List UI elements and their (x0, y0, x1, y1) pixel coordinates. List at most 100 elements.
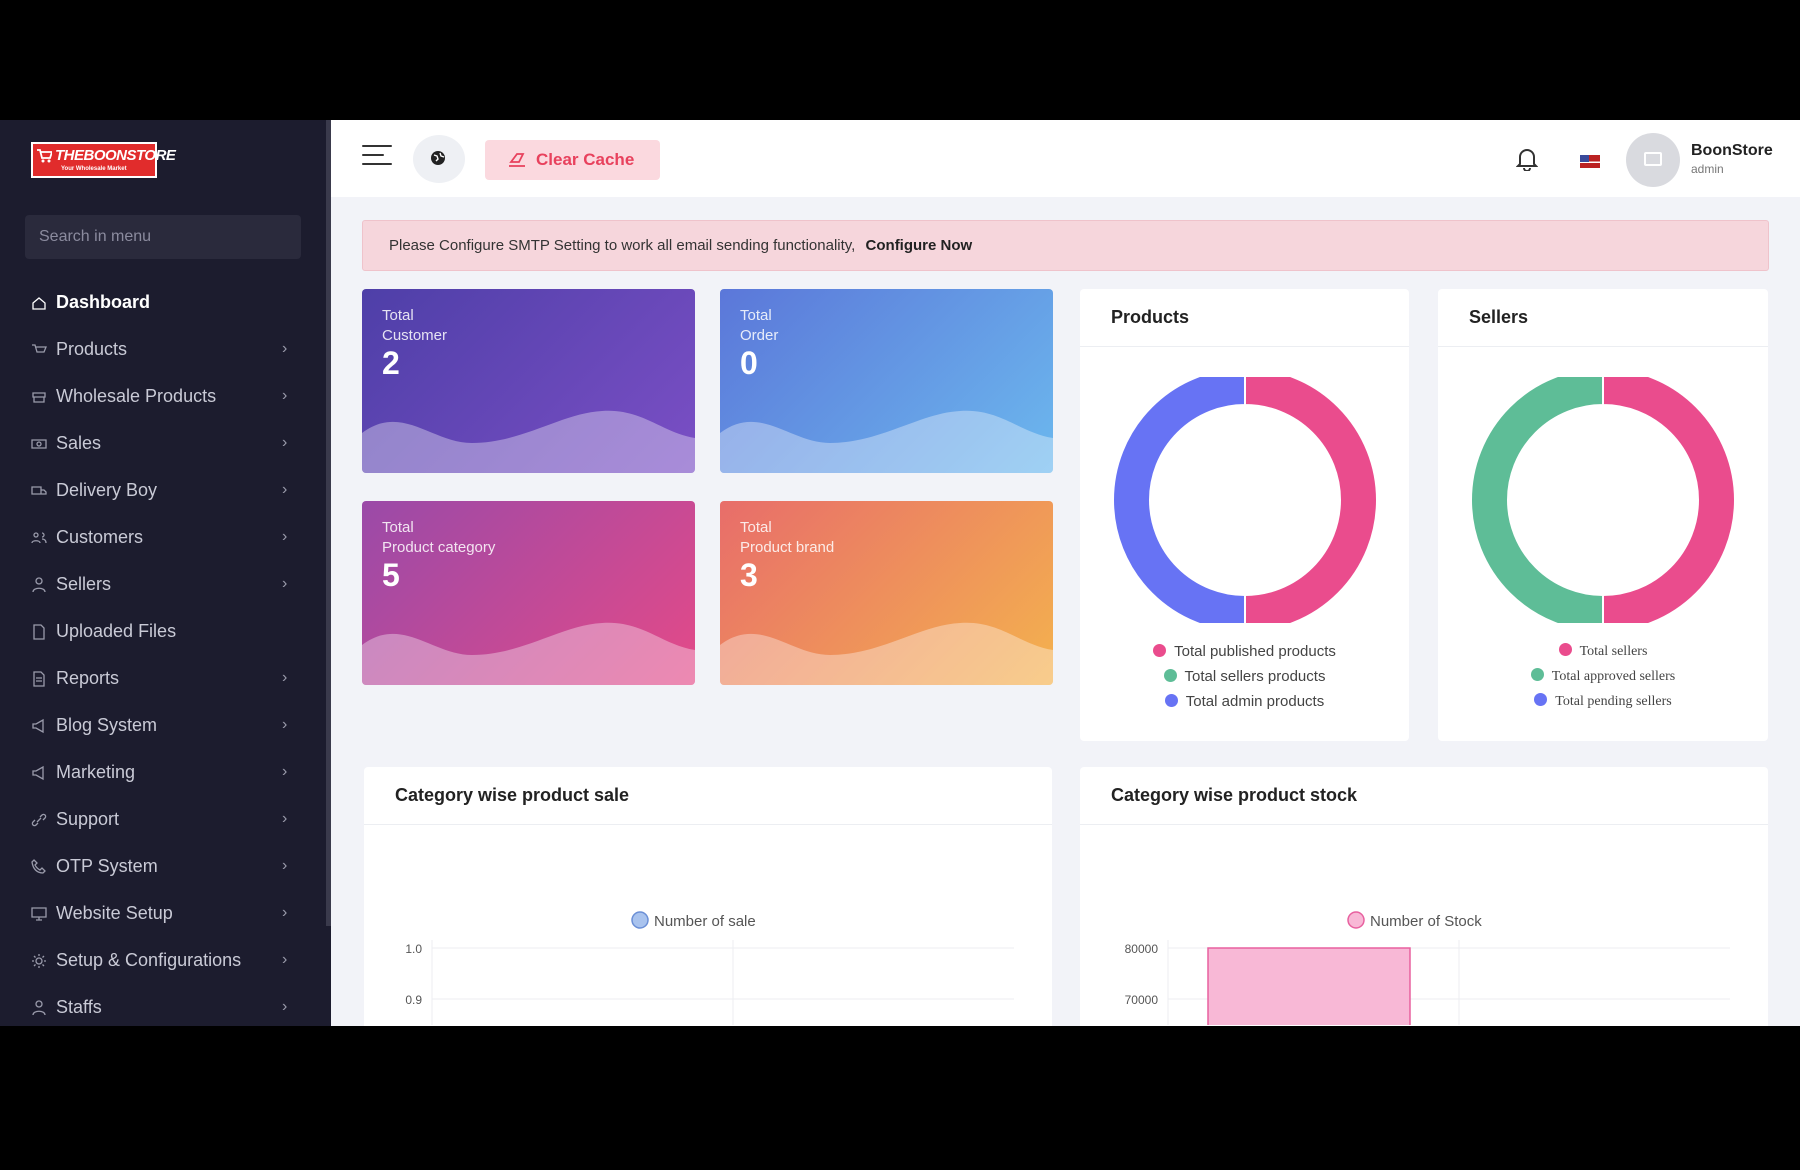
legend-label: Total admin products (1185, 693, 1325, 710)
clear-cache-label: Clear Cache (536, 150, 635, 169)
chevron-right-icon: › (282, 669, 288, 686)
pie-slice[interactable] (1112, 377, 1246, 623)
sidebar-item-website-setup[interactable]: Website Setup › (0, 891, 326, 938)
sellers-pie-legend: Total sellers Total approved sellers Total… (1438, 639, 1768, 714)
stat-label: Product category (382, 539, 496, 556)
sidebar-item-sellers[interactable]: Sellers › (0, 562, 326, 609)
brand-logo[interactable]: THEBOONSTORE Your Wholesale Market (31, 142, 176, 178)
wholesale-icon (32, 392, 46, 403)
sidebar-item-label: Marketing (56, 762, 136, 782)
category-sale-card: Category wise product sale Number of sal… (364, 767, 1052, 1026)
avatar[interactable] (1626, 133, 1680, 187)
legend-dot (1347, 911, 1365, 929)
stat-label: Customer (382, 327, 448, 344)
legend-label: Total pending sellers (1555, 694, 1672, 709)
legend-item[interactable]: Total published products (1080, 639, 1409, 664)
sidebar-item-customers[interactable]: Customers › (0, 515, 326, 562)
link-icon (31, 813, 47, 827)
sidebar-item-reports[interactable]: Reports › (0, 656, 326, 703)
sidebar-item-staffs[interactable]: Staffs › (0, 985, 326, 1026)
sidebar-item-marketing[interactable]: Marketing › (0, 750, 326, 797)
truck-icon (31, 486, 47, 495)
y-tick-label: 1.0 (405, 942, 422, 956)
legend-label: Total published products (1174, 643, 1336, 660)
sidebar-item-label: Blog System (56, 715, 158, 735)
chevron-right-icon: › (282, 481, 288, 498)
phone-icon (31, 859, 46, 874)
sidebar-item-support[interactable]: Support › (0, 797, 326, 844)
sidebar-item-delivery-boy[interactable]: Delivery Boy › (0, 468, 326, 515)
legend-label: Total sellers (1579, 644, 1648, 659)
stat-label: Product brand (740, 539, 835, 556)
sidebar-item-setup-configurations[interactable]: Setup & Configurations › (0, 938, 326, 985)
sidebar-item-label: Uploaded Files (56, 621, 177, 641)
category-stock-card: Category wise product stock Number of St… (1080, 767, 1768, 1026)
sidebar-item-label: Website Setup (56, 903, 173, 923)
card-title: Products (1080, 289, 1409, 347)
menu-search-input[interactable]: Search in menu (25, 215, 301, 259)
sidebar-item-wholesale-products[interactable]: Wholesale Products › (0, 374, 326, 421)
sidebar-item-blog-system[interactable]: Blog System › (0, 703, 326, 750)
sidebar-item-label: Wholesale Products (56, 386, 217, 406)
chevron-right-icon: › (282, 857, 288, 874)
legend-item[interactable]: Total sellers products (1080, 664, 1409, 689)
chevron-right-icon: › (282, 904, 288, 921)
products-pie-chart (1112, 377, 1378, 623)
chevron-right-icon: › (282, 998, 288, 1015)
sidebar-item-label: Products (56, 339, 128, 359)
us-flag-icon[interactable] (1580, 155, 1600, 168)
users-icon (31, 532, 47, 544)
legend-item[interactable]: Total approved sellers (1438, 664, 1768, 689)
admin-app: THEBOONSTORE Your Wholesale Market Searc… (0, 120, 1800, 1026)
sidebar-item-label: Support (56, 809, 120, 829)
chevron-right-icon: › (282, 387, 288, 404)
sidebar-item-label: Sales (56, 433, 102, 453)
clear-cache-button[interactable]: Clear Cache (485, 140, 660, 180)
y-tick-label: 0.9 (405, 993, 422, 1007)
image-placeholder-icon (1644, 152, 1662, 166)
sidebar-item-label: Sellers (56, 574, 112, 594)
card-title: Category wise product sale (364, 767, 1052, 825)
sellers-pie-card: Sellers Total sellers Total approved sell… (1438, 289, 1768, 741)
user-name[interactable]: BoonStore (1691, 142, 1773, 159)
sidebar-nav: Dashboard Products › Wholesale Products › Sal… (0, 280, 326, 1026)
legend-item[interactable]: Total sellers (1438, 639, 1768, 664)
card-title: Category wise product stock (1080, 767, 1768, 825)
sidebar-item-dashboard[interactable]: Dashboard (0, 280, 326, 327)
stat-value: 0 (740, 345, 758, 381)
menu-toggle-icon[interactable] (362, 145, 392, 169)
sidebar-item-uploaded-files[interactable]: Uploaded Files (0, 609, 326, 656)
website-globe-button[interactable] (413, 135, 465, 183)
pie-slice[interactable] (1244, 377, 1378, 623)
notification-bell-icon[interactable] (1516, 147, 1538, 171)
chevron-right-icon: › (282, 528, 288, 545)
bar (1207, 947, 1411, 1025)
money-icon (31, 439, 47, 449)
globe-icon (431, 151, 445, 165)
sidebar-item-label: Dashboard (56, 292, 151, 312)
logo-text: THEBOONSTORE (55, 147, 176, 164)
pie-slice[interactable] (1470, 377, 1604, 623)
stat-value: 5 (382, 557, 400, 593)
legend-label: Total approved sellers (1551, 669, 1676, 684)
cart-logo-icon (37, 149, 52, 163)
legend-item[interactable]: Total pending sellers (1438, 689, 1768, 714)
staff-icon (32, 1000, 46, 1016)
sidebar-item-otp-system[interactable]: OTP System › (0, 844, 326, 891)
stat-label: Order (740, 327, 779, 344)
sidebar-item-products[interactable]: Products › (0, 327, 326, 374)
legend-dot (1163, 669, 1177, 682)
pie-slice[interactable] (1602, 377, 1736, 623)
sidebar-item-label: Customers (56, 527, 144, 547)
cart-icon (32, 344, 47, 353)
legend-item[interactable]: Total admin products (1080, 689, 1409, 714)
sidebar-scrollbar[interactable] (326, 120, 331, 926)
configure-now-link[interactable]: Configure Now (865, 237, 973, 254)
chevron-right-icon: › (282, 810, 288, 827)
sidebar-item-sales[interactable]: Sales › (0, 421, 326, 468)
category-stock-chart: Number of Stock800007000060000 (1125, 911, 1730, 1025)
products-pie-legend: Total published products Total sellers pr… (1080, 639, 1409, 714)
stat-label: Total (382, 519, 414, 536)
chevron-right-icon: › (282, 763, 288, 780)
chevron-right-icon: › (282, 716, 288, 733)
